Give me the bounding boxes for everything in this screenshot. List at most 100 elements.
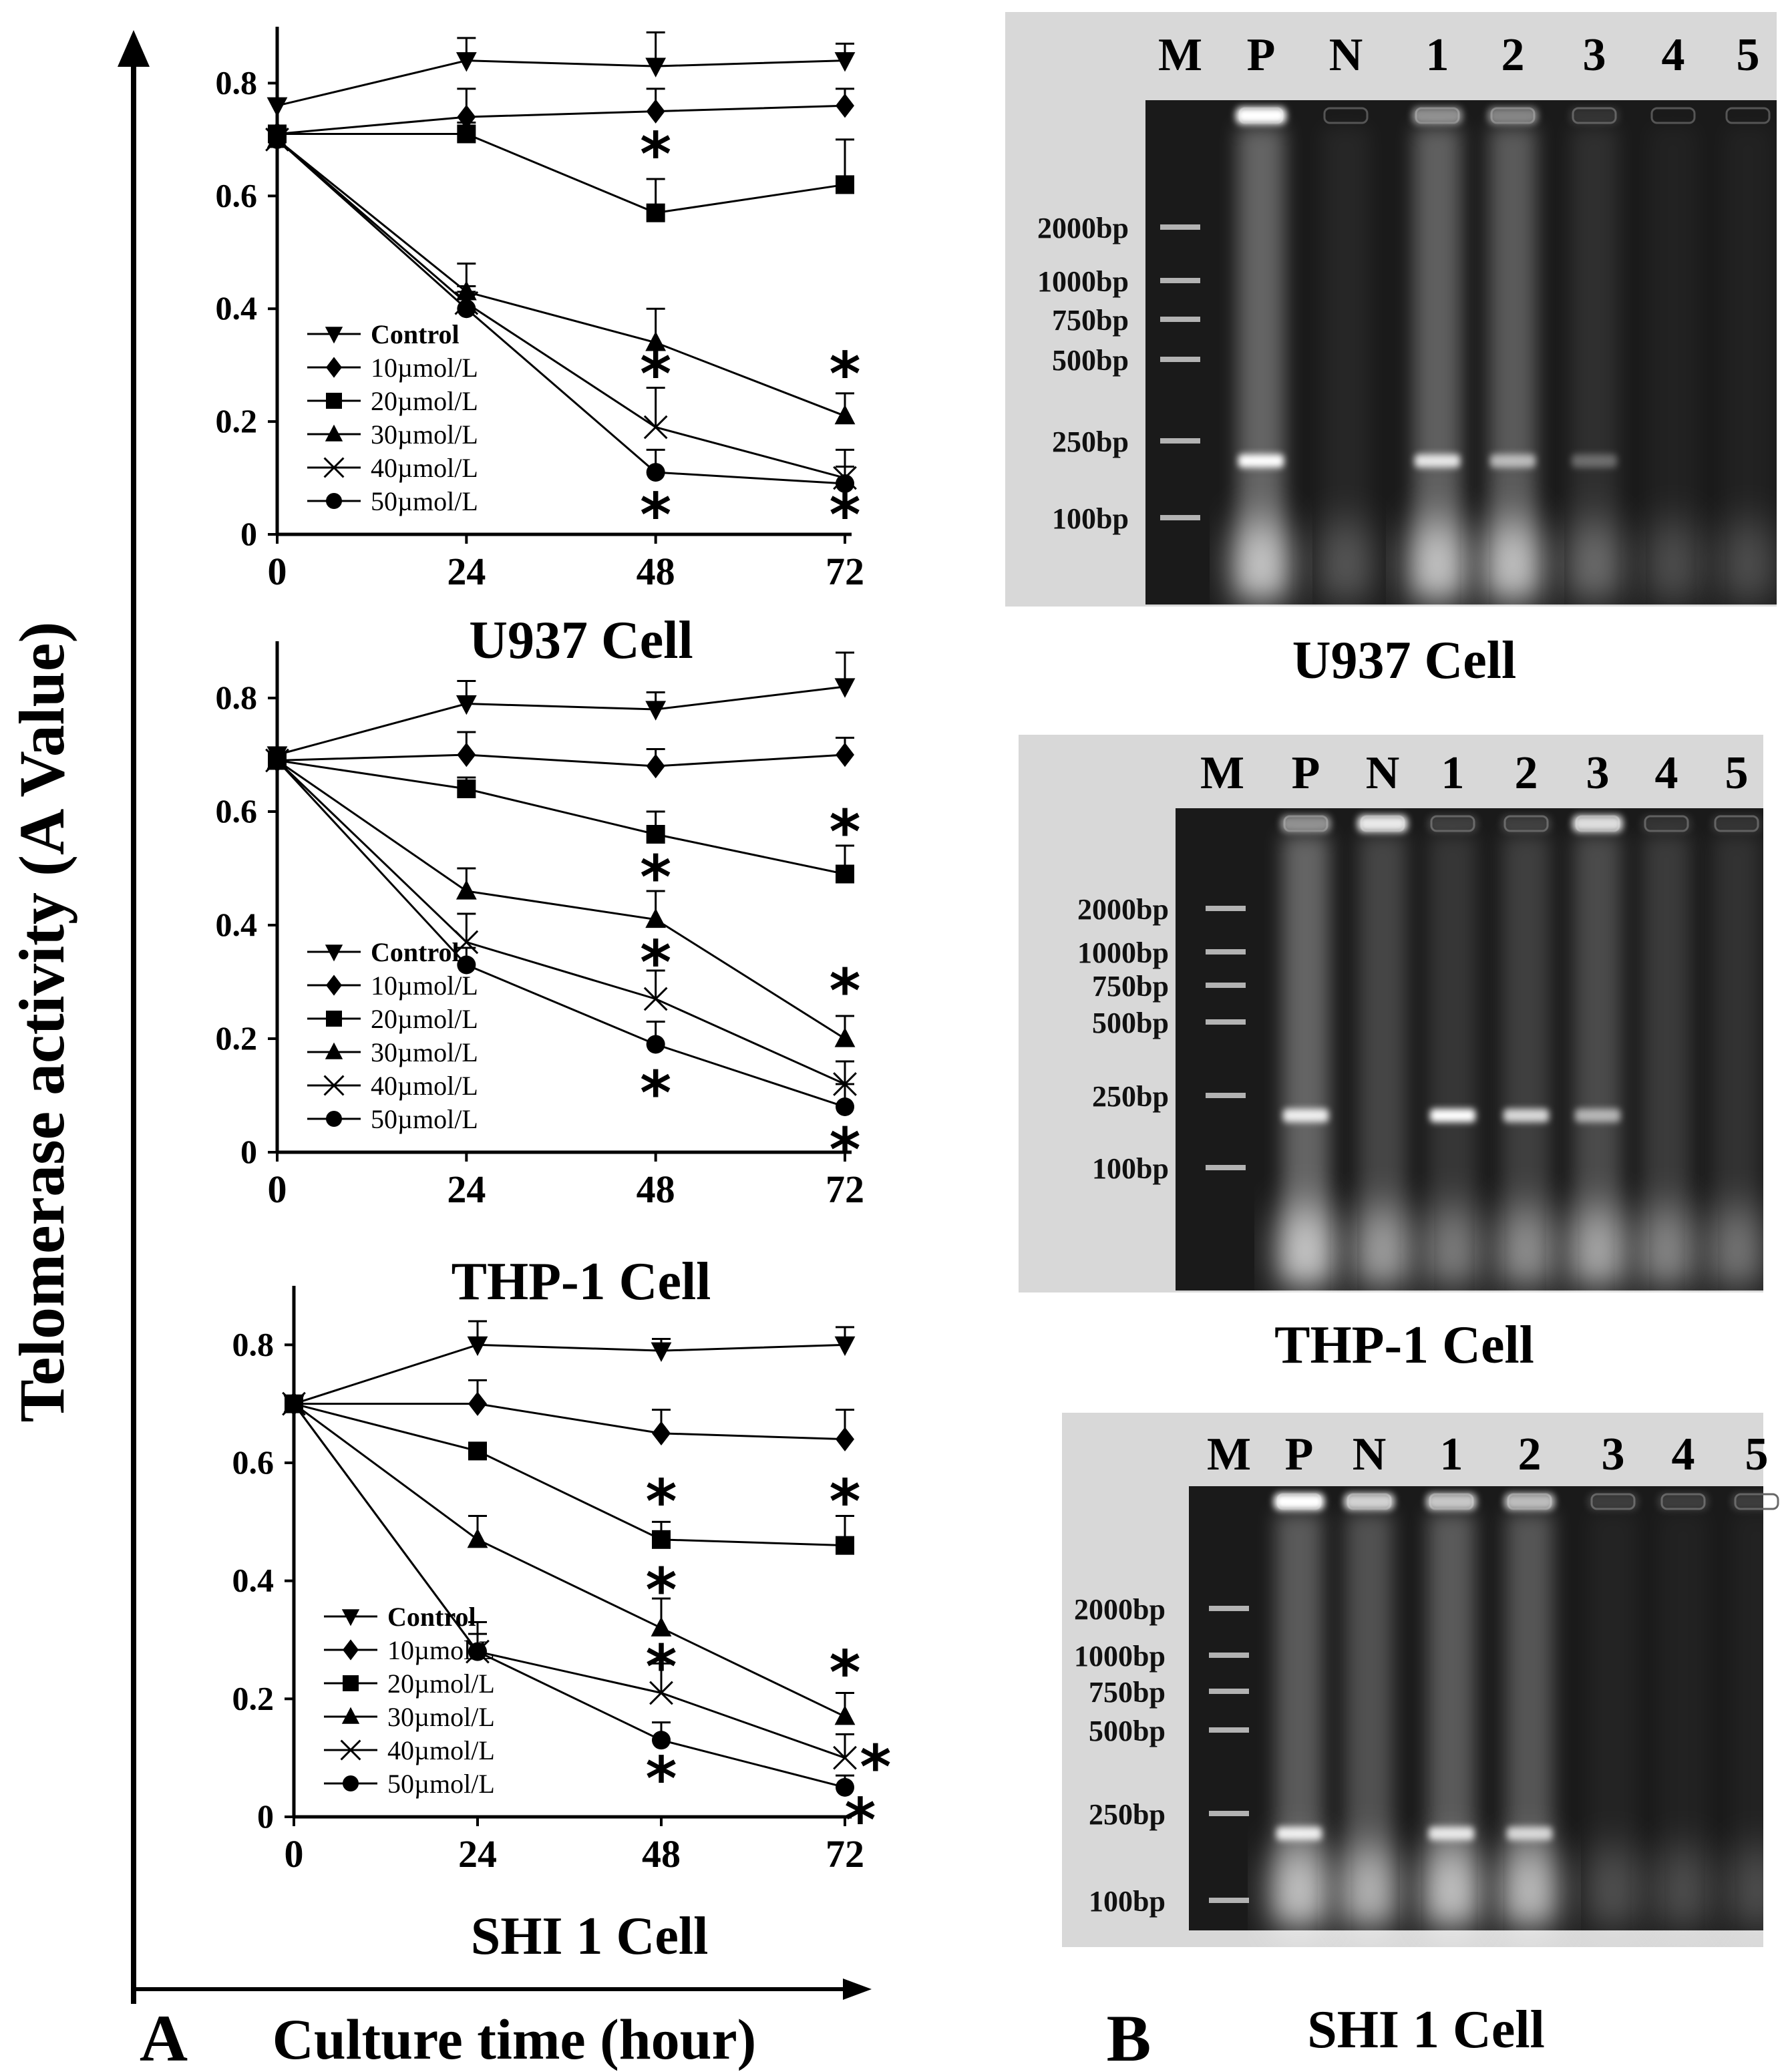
lane-smear (1414, 127, 1461, 591)
gel-title: THP-1 Cell (1274, 1316, 1534, 1375)
data-point (834, 678, 856, 698)
y-tick-label: 0.6 (216, 176, 258, 214)
lane-2 (1487, 107, 1539, 611)
primer-dimer-glow (1280, 1204, 1332, 1297)
ladder-label: 2000bp (1077, 893, 1169, 926)
data-point (285, 1394, 303, 1413)
x-tick-label: 48 (637, 1168, 675, 1211)
data-point (834, 52, 856, 72)
lane-label: N (1353, 1429, 1387, 1480)
lane-smear (1571, 127, 1618, 591)
significance-star: * (645, 1744, 677, 1814)
data-point (646, 463, 665, 482)
lane-label: P (1247, 29, 1276, 81)
ladder-label: 2000bp (1037, 212, 1129, 244)
well-glow (1427, 815, 1478, 832)
significance-star: * (829, 480, 860, 550)
legend-label: Control (371, 319, 460, 349)
legend-label: 40µmol/L (371, 1071, 478, 1101)
data-point (834, 404, 856, 425)
data-point (652, 1421, 671, 1446)
lane-label: 2 (1515, 747, 1538, 799)
ladder-band (1160, 438, 1200, 444)
series-line (293, 1403, 846, 1759)
lane-P (1235, 107, 1287, 611)
ladder-band (1160, 278, 1200, 283)
series-line (277, 59, 846, 107)
lane-smear (1713, 835, 1760, 1277)
ladder-label: 500bp (1092, 1007, 1169, 1039)
ladder-band (1206, 1019, 1246, 1025)
ladder-label: 750bp (1092, 970, 1169, 1003)
x-tick-label: 72 (826, 1168, 864, 1211)
y-tick-label: 0.8 (216, 679, 258, 716)
data-point (836, 864, 854, 884)
series-triangle (283, 1392, 856, 1725)
y-tick-label: 0.4 (232, 1562, 275, 1599)
lane-label: 1 (1426, 29, 1449, 81)
lane-label: 3 (1586, 747, 1610, 799)
lane-1 (1427, 815, 1479, 1297)
well-glow (1572, 815, 1623, 832)
legend-item: 40µmol/L (307, 453, 478, 483)
series-line (293, 1343, 846, 1405)
well-glow (1412, 107, 1463, 124)
legend-marker (343, 1775, 359, 1791)
data-point (643, 987, 668, 1011)
legend-label: 50µmol/L (387, 1769, 495, 1799)
primer-dimer-glow (1357, 1204, 1409, 1297)
data-point (834, 1027, 856, 1047)
series-triangle (266, 749, 856, 1047)
x-tick-label: 0 (285, 1832, 304, 1876)
well (1650, 107, 1696, 124)
data-point (468, 1391, 487, 1416)
band-250bp (1238, 454, 1284, 468)
series-line (294, 1403, 846, 1441)
ladder-label: 2000bp (1074, 1593, 1166, 1626)
data-point (457, 742, 476, 767)
data-point (646, 203, 665, 222)
legend-marker (323, 1075, 345, 1096)
data-point (836, 175, 854, 194)
ladder-band (1160, 317, 1200, 322)
legend-item: 30µmol/L (307, 1037, 478, 1067)
primer-dimer-glow (1235, 518, 1287, 611)
y-tick-label: 0 (240, 515, 257, 552)
band-250bp (1276, 1827, 1322, 1840)
series-square (268, 751, 854, 884)
ladder-band (1206, 949, 1246, 955)
legend-item: 10µmol/L (307, 353, 478, 383)
well-glow (1504, 1493, 1555, 1510)
series-x (265, 748, 857, 1096)
lane-5 (1711, 815, 1763, 1297)
series-circle (285, 1394, 854, 1797)
well-glow (1569, 107, 1620, 124)
legend-marker (325, 327, 343, 344)
well (1725, 107, 1771, 124)
series-diamond (268, 88, 854, 146)
well-glow (1501, 815, 1552, 832)
x-tick-label: 72 (826, 550, 864, 593)
data-point (457, 955, 476, 975)
well-glow (1274, 1493, 1324, 1510)
primer-dimer-glow (1572, 1204, 1624, 1297)
x-tick-label: 72 (826, 1832, 864, 1876)
series-line (277, 759, 846, 875)
x-tick-label: 24 (447, 550, 486, 593)
significance-star: * (640, 843, 671, 913)
data-point (266, 97, 288, 118)
band-250bp (1283, 1109, 1328, 1122)
data-point (646, 825, 665, 844)
significance-star: * (645, 1467, 677, 1537)
lane-smear (1429, 835, 1476, 1277)
lane-5 (1722, 107, 1774, 611)
y-tick-label: 0.6 (232, 1443, 275, 1481)
lane-3 (1587, 1493, 1639, 1937)
data-point-stroke-b (649, 1681, 673, 1705)
lane-4 (1640, 815, 1692, 1297)
lane-P (1280, 815, 1332, 1297)
legend-marker (326, 493, 342, 509)
ladder-label: 1000bp (1037, 265, 1129, 298)
data-point (836, 474, 854, 493)
lane-smear (1503, 835, 1550, 1277)
